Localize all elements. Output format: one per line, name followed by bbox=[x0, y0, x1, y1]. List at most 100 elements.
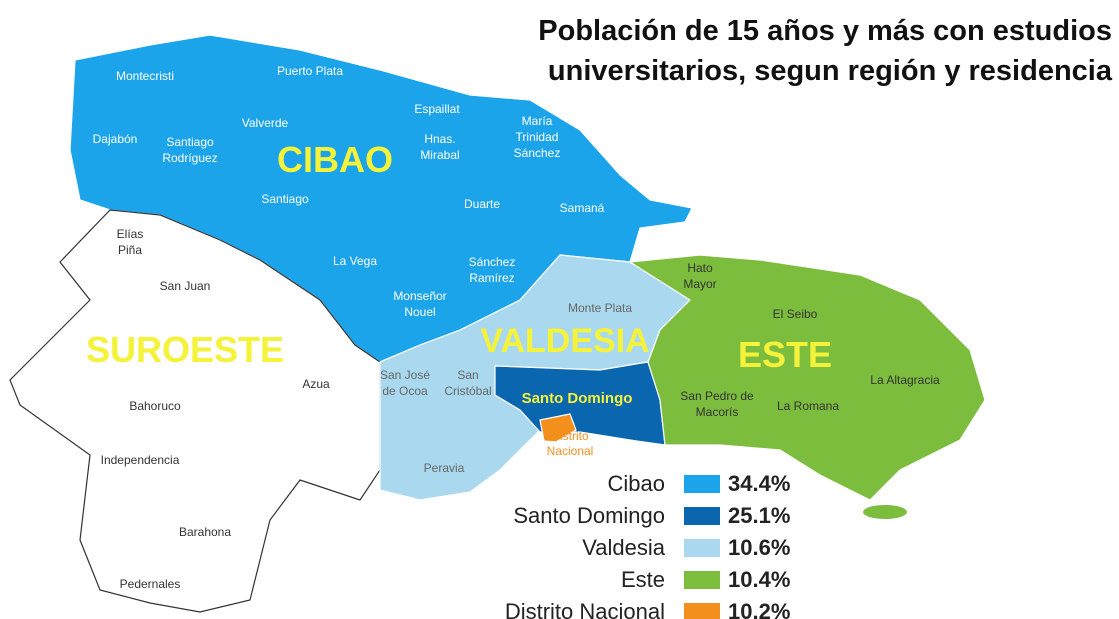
island-saona bbox=[863, 505, 907, 519]
region-label: CIBAO bbox=[277, 139, 393, 180]
province-line: San Juan bbox=[160, 279, 211, 293]
region-shape bbox=[494, 361, 666, 446]
legend-value: 25.1% bbox=[728, 503, 790, 528]
province-label: Monseñor Nouel bbox=[393, 289, 446, 319]
region-label: Santo Domingo bbox=[522, 390, 633, 407]
province-line: Rodríguez bbox=[162, 151, 217, 165]
province-label: San Pedro de Macorís bbox=[680, 389, 754, 419]
province-line: Sánchez bbox=[469, 255, 516, 269]
province-label: Independencia bbox=[101, 453, 180, 467]
province-label: Samaná bbox=[560, 201, 605, 215]
legend-value: 10.4% bbox=[728, 567, 790, 592]
region-shape bbox=[628, 254, 986, 501]
province-line: Santiago bbox=[166, 135, 214, 149]
province-label: Santiago bbox=[261, 192, 309, 206]
province-label: Bahoruco bbox=[129, 399, 181, 413]
province-label: La Romana bbox=[777, 399, 839, 413]
province-line: La Altagracia bbox=[870, 373, 940, 387]
province-line: Pedernales bbox=[120, 577, 181, 591]
province-line: Duarte bbox=[464, 197, 500, 211]
map-shapes bbox=[9, 34, 986, 613]
province-line: Cristóbal bbox=[444, 384, 491, 398]
province-line: Macorís bbox=[696, 405, 739, 419]
province-line: El Seibo bbox=[773, 307, 818, 321]
province-label: San José de Ocoa bbox=[380, 368, 430, 398]
province-label: Dajabón bbox=[93, 132, 138, 146]
province-label: Puerto Plata bbox=[277, 64, 343, 78]
province-line: Mayor bbox=[683, 277, 716, 291]
province-line: Valverde bbox=[242, 116, 289, 130]
province-label: Monte Plata bbox=[568, 301, 632, 315]
region-label: SUROESTE bbox=[86, 329, 284, 370]
region-label: Distrito Nacional bbox=[547, 429, 594, 458]
province-line: San Pedro de bbox=[680, 389, 754, 403]
region-label: ESTE bbox=[738, 334, 832, 375]
province-line: Barahona bbox=[179, 525, 231, 539]
province-label: La Vega bbox=[333, 254, 377, 268]
legend-value: 10.6% bbox=[728, 535, 790, 560]
legend-name: Cibao bbox=[608, 471, 665, 496]
province-line: La Romana bbox=[777, 399, 839, 413]
region-line: Nacional bbox=[547, 444, 594, 458]
legend-swatch bbox=[684, 603, 720, 619]
legend-value: 10.2% bbox=[728, 599, 790, 619]
province-line: Mirabal bbox=[420, 148, 459, 162]
province-line: Santiago bbox=[261, 192, 309, 206]
province-line: Monte Plata bbox=[568, 301, 632, 315]
region-line: Distrito bbox=[551, 429, 589, 443]
province-line: Espaillat bbox=[414, 102, 460, 116]
province-line: María bbox=[522, 114, 553, 128]
province-line: Independencia bbox=[101, 453, 180, 467]
province-line: Bahoruco bbox=[129, 399, 181, 413]
legend-name: Santo Domingo bbox=[513, 503, 665, 528]
province-line: Hato bbox=[687, 261, 713, 275]
province-label: La Altagracia bbox=[870, 373, 940, 387]
province-line: San José bbox=[380, 368, 430, 382]
title-line: universitarios, segun región y residenci… bbox=[548, 55, 1113, 87]
province-line: Trinidad bbox=[516, 130, 559, 144]
province-label: Azua bbox=[302, 377, 330, 391]
legend-swatch bbox=[684, 571, 720, 589]
province-line: Peravia bbox=[424, 461, 465, 475]
province-line: Ramírez bbox=[469, 271, 514, 285]
province-label: Pedernales bbox=[120, 577, 181, 591]
province-line: de Ocoa bbox=[382, 384, 428, 398]
province-line: Azua bbox=[302, 377, 330, 391]
region-shape bbox=[9, 209, 381, 613]
province-line: San bbox=[457, 368, 478, 382]
province-label: Santiago Rodríguez bbox=[162, 135, 217, 165]
province-line: Samaná bbox=[560, 201, 605, 215]
province-line: Montecristi bbox=[116, 69, 174, 83]
province-label: El Seibo bbox=[773, 307, 818, 321]
province-line: La Vega bbox=[333, 254, 377, 268]
province-label: Duarte bbox=[464, 197, 500, 211]
province-line: Puerto Plata bbox=[277, 64, 343, 78]
legend-value: 34.4% bbox=[728, 471, 790, 496]
province-line: Sánchez bbox=[514, 146, 561, 160]
province-line: Nouel bbox=[404, 305, 435, 319]
legend-name: Distrito Nacional bbox=[505, 599, 665, 619]
province-label: Valverde bbox=[242, 116, 289, 130]
province-label: Hnas. Mirabal bbox=[420, 132, 459, 162]
province-label: San Cristóbal bbox=[444, 368, 491, 398]
legend-name: Valdesia bbox=[582, 535, 666, 560]
legend-swatch bbox=[684, 507, 720, 525]
legend-name: Este bbox=[621, 567, 665, 592]
region-shape bbox=[539, 413, 577, 443]
title-line: Población de 15 años y más con estudios bbox=[538, 15, 1112, 47]
province-label: María Trinidad Sánchez bbox=[514, 114, 561, 160]
province-label: Montecristi bbox=[116, 69, 174, 83]
region-label: VALDESIA bbox=[480, 322, 649, 360]
province-label: San Juan bbox=[160, 279, 211, 293]
province-line: Elías bbox=[117, 227, 144, 241]
province-line: Hnas. bbox=[424, 132, 455, 146]
province-label: Peravia bbox=[424, 461, 465, 475]
legend-swatch bbox=[684, 539, 720, 557]
province-label: Barahona bbox=[179, 525, 231, 539]
province-line: Piña bbox=[118, 243, 142, 257]
province-line: Dajabón bbox=[93, 132, 138, 146]
province-line: Monseñor bbox=[393, 289, 446, 303]
legend-swatch bbox=[684, 475, 720, 493]
province-label: Espaillat bbox=[414, 102, 460, 116]
